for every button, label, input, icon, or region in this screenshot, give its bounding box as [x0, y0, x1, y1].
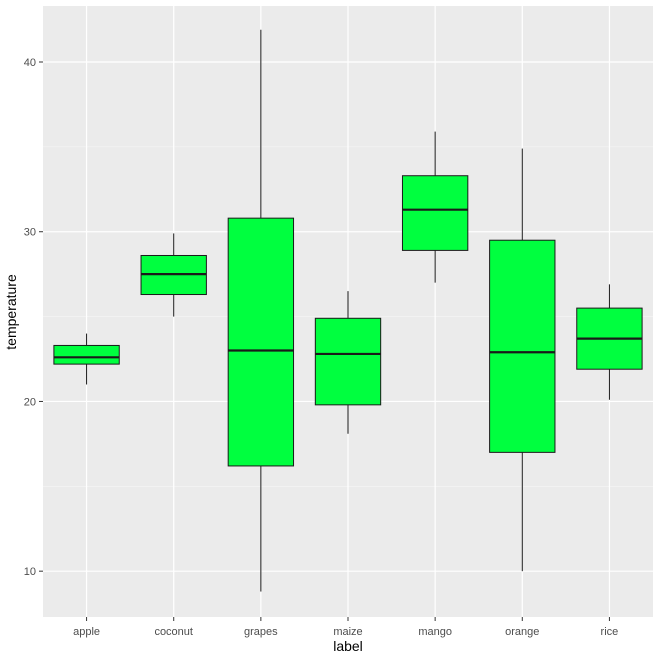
- x-tick-label: mango: [418, 626, 452, 638]
- box-series: [53, 29, 643, 592]
- x-tick-label: maize: [333, 626, 362, 638]
- y-axis: 10 20 30 40: [24, 57, 43, 578]
- y-axis-title: temperature: [3, 274, 19, 350]
- y-tick-label: 30: [24, 227, 36, 239]
- iqr-box: [401, 175, 469, 251]
- x-tick-label: apple: [73, 626, 100, 638]
- y-tick-label: 20: [24, 396, 36, 408]
- iqr-box: [227, 217, 295, 467]
- x-tick-label: coconut: [154, 626, 193, 638]
- box-apple: [53, 333, 120, 385]
- box-rice: [576, 284, 643, 400]
- x-axis-title: label: [333, 638, 363, 654]
- box-orange: [489, 148, 556, 572]
- box-maize: [314, 291, 382, 434]
- box-mango: [401, 131, 469, 283]
- iqr-box: [489, 239, 556, 453]
- y-tick-label: 40: [24, 57, 36, 69]
- x-tick-label: rice: [601, 626, 619, 638]
- y-tick-label: 10: [24, 566, 36, 578]
- x-axis: apple coconut grapes maize mango orange rice: [73, 617, 618, 638]
- box-grapes: [227, 29, 295, 592]
- x-tick-label: grapes: [244, 626, 278, 638]
- iqr-box: [314, 317, 382, 406]
- x-tick-label: orange: [505, 626, 539, 638]
- box-coconut: [140, 233, 207, 317]
- iqr-box: [53, 344, 120, 365]
